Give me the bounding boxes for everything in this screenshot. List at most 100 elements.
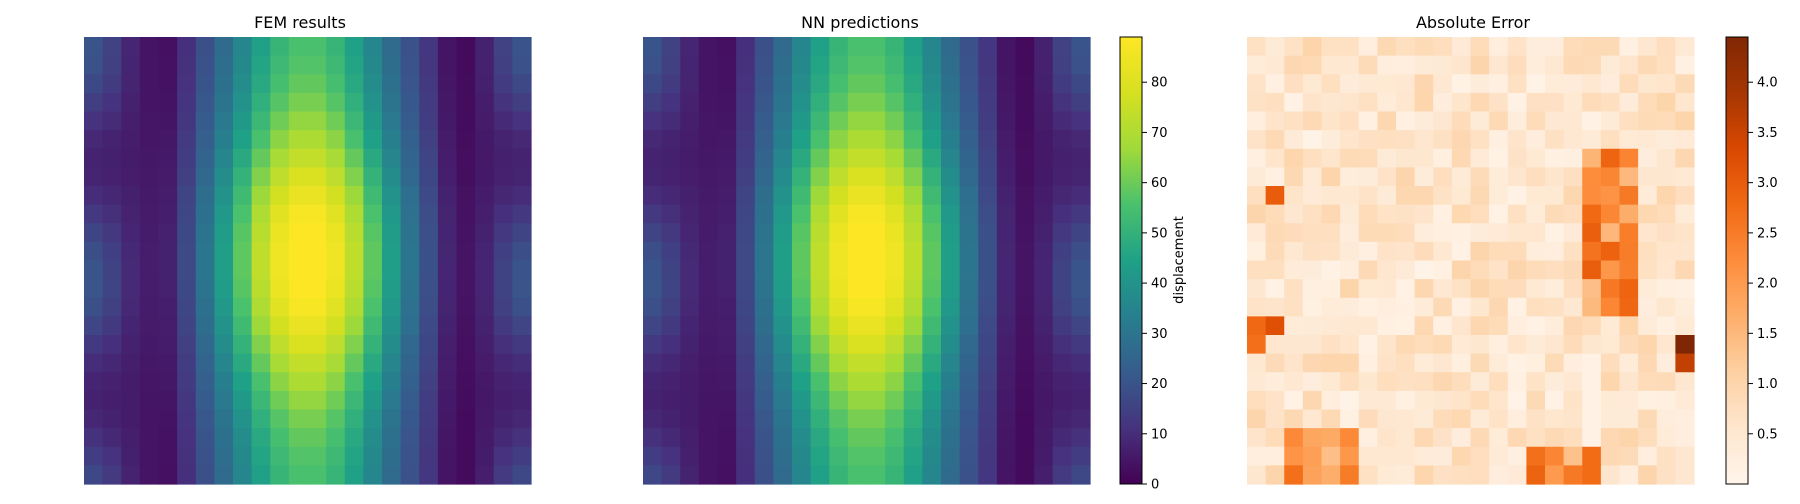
heatmap-cell — [1284, 186, 1304, 206]
heatmap-cell — [400, 409, 420, 429]
heatmap-cell — [1414, 390, 1434, 411]
heatmap-cell — [1545, 148, 1565, 168]
heatmap-cell — [885, 390, 905, 411]
heatmap-cell — [493, 335, 513, 355]
heatmap-cell — [1451, 204, 1472, 224]
heatmap-cell — [810, 409, 830, 429]
heatmap-cell — [959, 260, 979, 280]
heatmap-cell — [1247, 390, 1267, 411]
heatmap-cell — [1582, 260, 1602, 280]
heatmap-cell — [1377, 260, 1397, 280]
heatmap-cell — [1545, 92, 1565, 113]
heatmap-cell — [866, 260, 886, 280]
heatmap-cell — [363, 465, 383, 485]
heatmap-cell — [475, 130, 495, 150]
heatmap-cell — [698, 260, 719, 280]
heatmap-cell — [829, 55, 849, 75]
heatmap-cell — [643, 260, 663, 280]
heatmap-cell — [121, 167, 141, 187]
heatmap-cell — [102, 204, 122, 224]
heatmap-cell — [270, 279, 290, 299]
heatmap-cell — [344, 335, 364, 355]
heatmap-cell — [1414, 111, 1434, 131]
heatmap-cell — [493, 297, 513, 317]
heatmap-cell — [1470, 297, 1490, 317]
heatmap-cell — [959, 316, 979, 336]
heatmap-cell — [177, 297, 197, 317]
heatmap-cell — [903, 428, 923, 448]
heatmap-cell — [419, 186, 439, 206]
heatmap-cell — [1377, 204, 1397, 224]
heatmap-cell — [1284, 37, 1304, 57]
heatmap-cell — [288, 241, 309, 262]
heatmap-cell — [885, 428, 905, 448]
heatmap-cell — [288, 204, 309, 224]
heatmap-cell — [773, 186, 793, 206]
heatmap-cell — [400, 353, 420, 373]
heatmap-cell — [1071, 37, 1091, 57]
heatmap-cell — [866, 372, 886, 392]
heatmap-cell — [1656, 241, 1676, 262]
heatmap-cell — [773, 335, 793, 355]
heatmap-cell — [1582, 279, 1602, 299]
heatmap-cell — [437, 92, 458, 113]
heatmap-cell — [139, 241, 160, 262]
heatmap-cell — [1247, 446, 1267, 466]
heatmap-cell — [1451, 279, 1472, 299]
heatmap-cell — [195, 428, 215, 448]
heatmap-cell — [866, 446, 886, 466]
heatmap-cell — [1619, 167, 1639, 187]
heatmap-cell — [643, 241, 663, 262]
heatmap-cell — [996, 409, 1017, 429]
heatmap-cell — [158, 223, 178, 243]
heatmap-cell — [847, 335, 868, 355]
heatmap-cell — [456, 409, 476, 429]
heatmap-cell — [307, 186, 327, 206]
heatmap-cell — [400, 74, 420, 94]
heatmap-cell — [810, 297, 830, 317]
heatmap-cell — [866, 335, 886, 355]
heatmap-cell — [84, 55, 104, 75]
heatmap-cell — [1563, 223, 1583, 243]
heatmap-cell — [251, 316, 271, 336]
heatmap-absolute-error — [1247, 37, 1695, 485]
heatmap-cell — [139, 279, 160, 299]
heatmap-cell — [1526, 260, 1546, 280]
heatmap-cell — [456, 297, 476, 317]
heatmap-cell — [1451, 37, 1472, 57]
heatmap-cell — [643, 74, 663, 94]
heatmap-cell — [493, 465, 513, 485]
heatmap-cell — [1563, 111, 1583, 131]
heatmap-cell — [326, 37, 346, 57]
heatmap-cell — [139, 446, 160, 466]
heatmap-cell — [84, 279, 104, 299]
heatmap-cell — [1526, 148, 1546, 168]
heatmap-cell — [1638, 241, 1658, 262]
heatmap-cell — [214, 186, 234, 206]
heatmap-cell — [1656, 130, 1676, 150]
heatmap-cell — [1675, 130, 1695, 150]
heatmap-cell — [288, 279, 309, 299]
heatmap-cell — [1489, 390, 1509, 411]
heatmap-cell — [512, 409, 532, 429]
heatmap-cell — [1396, 390, 1416, 411]
heatmap-cell — [1340, 55, 1360, 75]
heatmap-cell — [102, 428, 122, 448]
heatmap-cell — [1545, 409, 1565, 429]
heatmap-cell — [1470, 353, 1490, 373]
heatmap-cell — [1563, 186, 1583, 206]
heatmap-cell — [121, 55, 141, 75]
heatmap-cell — [326, 428, 346, 448]
heatmap-cell — [736, 428, 756, 448]
heatmap-cell — [680, 409, 700, 429]
heatmap-cell — [959, 390, 979, 411]
heatmap-cell — [307, 390, 327, 411]
heatmap-cell — [121, 186, 141, 206]
heatmap-cell — [1675, 55, 1695, 75]
heatmap-cell — [792, 335, 812, 355]
heatmap-cell — [959, 335, 979, 355]
heatmap-cell — [922, 446, 942, 466]
heatmap-cell — [233, 241, 253, 262]
heatmap-cell — [1600, 260, 1621, 280]
heatmap-cell — [1302, 204, 1323, 224]
